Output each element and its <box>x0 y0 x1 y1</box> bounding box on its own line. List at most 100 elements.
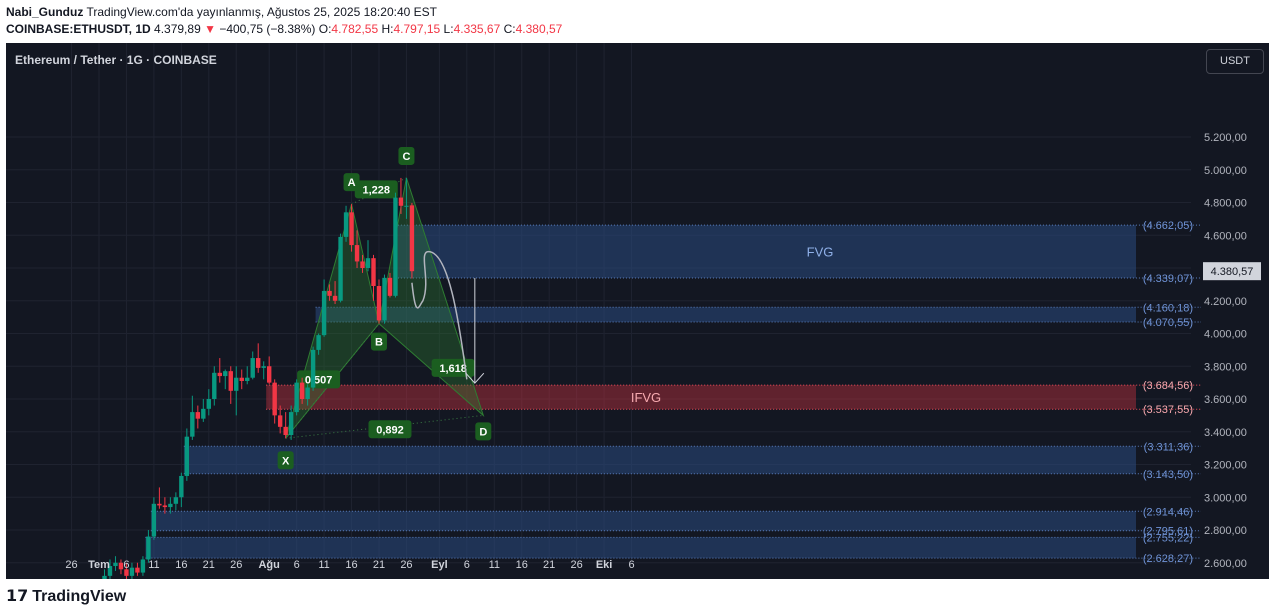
ratio-label: 1,228 <box>354 180 398 199</box>
currency-button[interactable]: USDT <box>1206 49 1264 74</box>
candle-body <box>129 567 135 576</box>
x-tick-label: 6 <box>464 559 470 571</box>
candle-body <box>239 377 244 381</box>
zone-bottom-label: (3.537,55) <box>1143 404 1193 416</box>
ratio-label-box <box>354 180 398 199</box>
ratio-label: 1,618 <box>431 358 475 377</box>
zone-top-label: (3.311,36) <box>1144 441 1193 453</box>
high-value: 4.797,15 <box>393 22 441 36</box>
point-label-box <box>370 332 387 351</box>
publish-line: Nabi_Gunduz TradingView.com'da yayınlanm… <box>6 4 1266 21</box>
close-label: C: <box>503 22 516 36</box>
ratio-label-box <box>431 358 475 377</box>
author-name[interactable]: Nabi_Gunduz <box>6 5 84 19</box>
y-tick-label: 3.400,00 <box>1204 427 1247 439</box>
ratio-label-text: 1,618 <box>439 363 467 375</box>
y-tick-label: 5.200,00 <box>1204 132 1247 144</box>
candle-body <box>365 258 371 268</box>
candle-body <box>168 503 173 508</box>
tradingview-logo-icon: 𝟭𝟳 <box>6 588 29 605</box>
candle-body <box>283 426 288 436</box>
target-arrow-head <box>465 372 485 384</box>
last-price: 4.379,89 <box>154 22 201 36</box>
candle-body <box>310 349 316 388</box>
ratio-label-box <box>297 370 341 389</box>
candle-body <box>190 412 195 437</box>
ratio-label: 0,892 <box>368 420 412 439</box>
candle-body <box>162 505 168 508</box>
candle-body <box>266 366 272 383</box>
pattern-ratio-line <box>285 323 380 439</box>
candle-body <box>321 290 327 336</box>
candle-body <box>118 562 124 570</box>
zone-zone-4-rect <box>183 446 1137 474</box>
candle-body <box>409 205 415 272</box>
candle-body <box>288 412 294 436</box>
harmonic-pattern: 0,507 1,228 1,618 0,892 X A B C D <box>277 146 492 470</box>
point-label-text: D <box>479 426 487 438</box>
candle-body <box>343 212 349 237</box>
chart-canvas[interactable]: (4.662,05) (4.339,07) FVG (4.160,18) (4.070,… <box>6 43 1269 579</box>
point-label-box <box>343 173 360 192</box>
y-tick-label: 3.200,00 <box>1204 460 1247 472</box>
candle-body <box>146 536 151 560</box>
y-tick-label: 2.800,00 <box>1204 525 1247 537</box>
candle-body <box>184 436 190 476</box>
point-label-A: A <box>343 173 360 192</box>
x-tick-label: 11 <box>148 559 159 571</box>
y-tick-label: 3.600,00 <box>1204 394 1247 406</box>
point-label-text: X <box>282 455 290 467</box>
candle-body <box>212 372 217 399</box>
zone-bottom-label: (2.628,27) <box>1143 553 1193 565</box>
ohlc-line: COINBASE:ETHUSDT, 1D 4.379,89 ▼ −400,75 … <box>6 21 1266 38</box>
zone-top-label: (3.684,56) <box>1143 380 1193 392</box>
open-label: O: <box>318 22 332 36</box>
y-tick-label: 4.800,00 <box>1204 198 1247 210</box>
x-tick-label: 26 <box>65 559 77 571</box>
candle-body <box>256 358 261 368</box>
point-label-X: X <box>277 451 294 470</box>
x-tick-label: Eyl <box>431 559 448 571</box>
zone-top-label: (4.160,18) <box>1143 302 1193 314</box>
chart-panel[interactable]: (4.662,05) (4.339,07) FVG (4.160,18) (4.070,… <box>6 43 1269 579</box>
point-label-box <box>475 422 492 441</box>
candle-body <box>206 399 211 409</box>
x-tick-label: Ağu <box>258 559 279 571</box>
zones: (4.662,05) (4.339,07) FVG (4.160,18) (4.070,… <box>145 220 1201 565</box>
point-label-text: C <box>402 151 410 163</box>
y-tick-label: 4.600,00 <box>1204 230 1247 242</box>
x-tick-label: Tem <box>88 559 110 571</box>
candle-body <box>371 258 376 287</box>
candle-body <box>382 277 387 321</box>
candle-body <box>234 377 239 391</box>
candle-body <box>228 371 233 391</box>
candle-body <box>387 277 393 296</box>
point-label-B: B <box>370 332 387 351</box>
candle-body <box>261 366 266 368</box>
candle-body <box>195 412 201 419</box>
tradingview-logo[interactable]: 𝟭𝟳 TradingView <box>6 586 126 606</box>
x-tick-label: 26 <box>230 559 242 571</box>
x-tick-label: 16 <box>175 559 187 571</box>
point-label-D: D <box>475 422 492 441</box>
zone-bottom-label: (4.070,55) <box>1143 317 1193 329</box>
candle-body <box>349 212 354 246</box>
zone-bottom-label: (4.339,07) <box>1143 273 1193 285</box>
point-label-box <box>277 451 294 470</box>
high-label: H: <box>381 22 394 36</box>
x-tick-label: 16 <box>516 559 528 571</box>
tradingview-brand: TradingView <box>32 588 127 605</box>
point-label-box <box>398 146 415 165</box>
candle-body <box>173 497 179 504</box>
x-tick-label: 11 <box>489 559 500 571</box>
low-value: 4.335,67 <box>453 22 501 36</box>
x-axis: 26 Tem 6 11 16 21 26 Ağu 6 11 16 21 26 Eyl 6 11 16 21 26 Ek… <box>65 559 634 571</box>
candle-body <box>245 377 250 381</box>
ratio-label-text: 0,507 <box>305 374 333 386</box>
zone-top-label: (4.662,05) <box>1143 220 1193 232</box>
y-tick-label: 3.800,00 <box>1204 361 1247 373</box>
ratio-label-box <box>368 420 412 439</box>
publish-info: TradingView.com'da yayınlanmış, Ağustos … <box>86 5 437 19</box>
pattern-bcd-triangle <box>378 177 485 417</box>
x-tick-label: 21 <box>543 559 555 571</box>
